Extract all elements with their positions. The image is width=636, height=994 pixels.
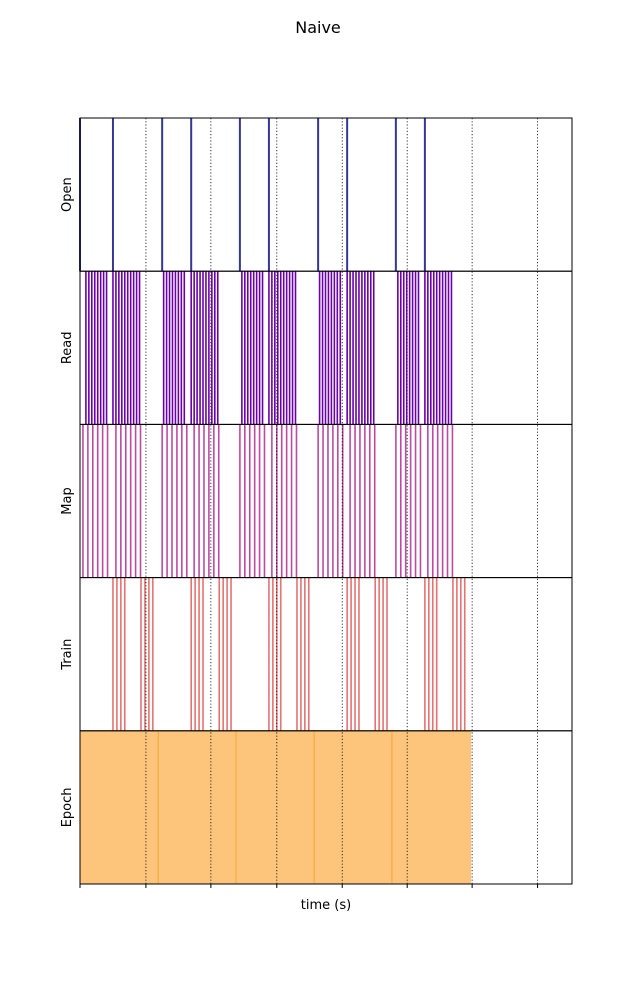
row-label-read: Read — [60, 331, 75, 364]
epoch-layer — [80, 730, 472, 884]
event-layer — [79, 118, 466, 731]
row-label-open: Open — [60, 177, 75, 212]
row-frame-map — [79, 423, 573, 579]
row-label-map: Map — [60, 487, 75, 514]
epoch-span-4 — [314, 730, 392, 884]
epoch-span-3 — [235, 730, 315, 884]
tick-layer — [79, 884, 539, 888]
epoch-span-5 — [391, 730, 472, 884]
frame-layer — [79, 117, 573, 885]
row-labels: Open Read Map Train Epoch — [60, 177, 75, 827]
epoch-span-1 — [80, 730, 159, 884]
row-frame-epoch — [79, 730, 573, 885]
epoch-span-2 — [158, 730, 236, 884]
row-frame-open — [79, 117, 573, 272]
row-label-train: Train — [60, 639, 75, 671]
row-frame-train — [79, 577, 573, 732]
chart-title: Naive — [295, 18, 341, 37]
row-label-epoch: Epoch — [60, 787, 75, 827]
x-axis-label: time (s) — [300, 898, 352, 913]
